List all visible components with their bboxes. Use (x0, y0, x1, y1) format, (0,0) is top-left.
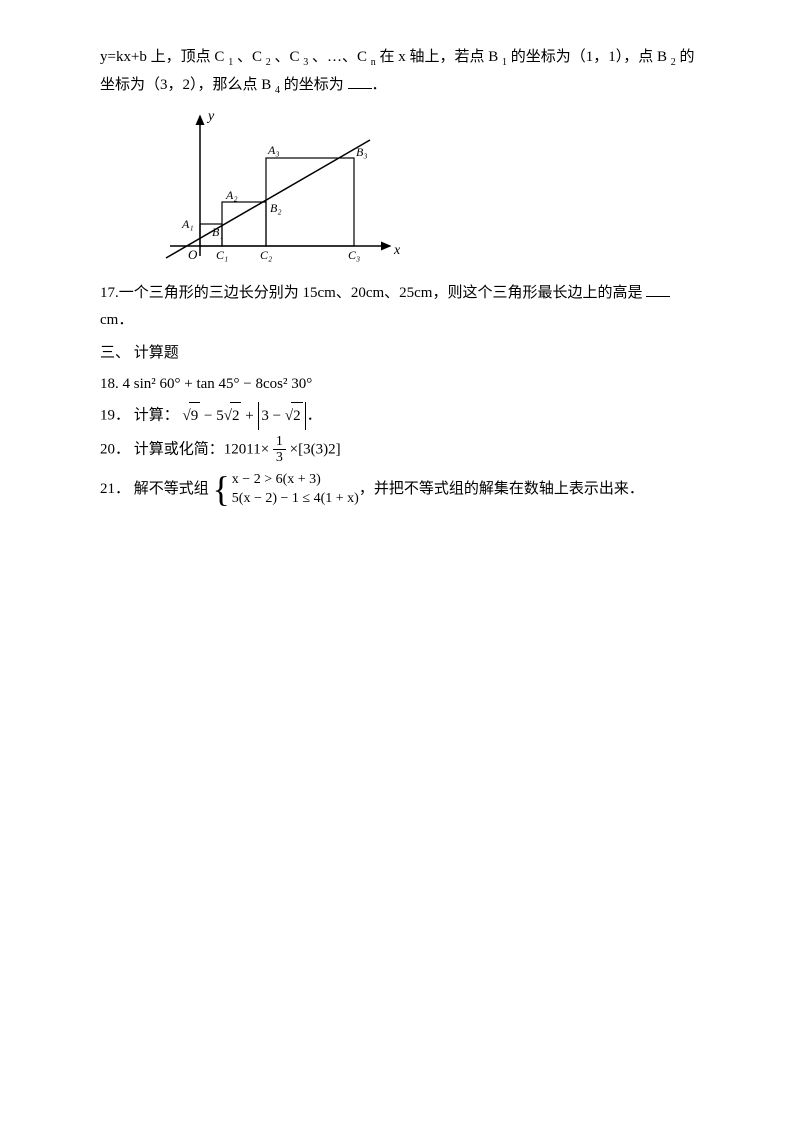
q19-num: 19． 计算： (100, 407, 183, 423)
q21-a: 21． 解不等式组 (100, 481, 213, 497)
q21-b: ，并把不等式组的解集在数轴上表示出来． (359, 481, 644, 497)
square-2 (222, 202, 266, 246)
a2-label: A₂ (225, 188, 238, 202)
blank-2 (646, 281, 670, 297)
problem-intro: y=kx+b 上，顶点 C 1 、C 2 、C 3 、…、C n 在 x 轴上，… (100, 44, 700, 100)
b3-label: B₃ (356, 145, 368, 159)
q19-mid: − 5 (200, 408, 223, 424)
sqrt-9: 9 (189, 402, 201, 430)
q18: 18. 4 sin² 60° + tan 45° − 8cos² 30° (100, 371, 700, 398)
b1-label: B₁ (212, 225, 224, 239)
q20-b: ×[3(3)2] (290, 441, 341, 457)
blank-1 (348, 73, 372, 89)
frac-den: 3 (273, 450, 286, 465)
a1-label: A₁ (181, 217, 194, 231)
q20-frac: 1 3 (273, 434, 286, 466)
intro-t3: 、C (271, 49, 304, 65)
q19-plus: + (241, 408, 257, 424)
frac-num: 1 (273, 434, 286, 450)
q19: 19． 计算： √9 − 5√2 + 3 − √2 ． (100, 402, 700, 430)
q21: 21． 解不等式组 { x − 2 > 6(x + 3) 5(x − 2) − … (100, 470, 700, 509)
q17-b: cm． (100, 312, 133, 328)
c2-label: C₂ (260, 248, 272, 262)
q19-expr: √9 − 5√2 + 3 − √2 (183, 402, 307, 430)
intro-t5: 在 x 轴上，若点 B (376, 49, 502, 65)
q20: 20． 计算或化简：12011× 1 3 ×[3(3)2] (100, 434, 700, 466)
left-brace: { (213, 473, 230, 505)
q18-num: 18. (100, 376, 123, 392)
q18-expr: 4 sin² 60° + tan 45° − 8cos² 30° (123, 376, 313, 392)
q17: 17.一个三角形的三边长分别为 15cm、20cm、25cm，则这个三角形最长边… (100, 280, 700, 334)
intro-t1: y=kx+b 上，顶点 C (100, 49, 228, 65)
abs-l: 3 − (261, 408, 284, 424)
sqrt-2b: 2 (291, 402, 303, 430)
intro-t8: 的坐标为 (280, 77, 348, 93)
sys-line-1: x − 2 > 6(x + 3) (232, 472, 321, 487)
system-lines: x − 2 > 6(x + 3) 5(x − 2) − 1 ≤ 4(1 + x) (232, 470, 359, 509)
y-label: y (206, 109, 215, 124)
c3-label: C₃ (348, 248, 360, 262)
intro-t4: 、…、C (308, 49, 371, 65)
intro-t6: 的坐标为（1，1），点 B (507, 49, 671, 65)
q17-a: 17.一个三角形的三边长分别为 15cm、20cm、25cm，则这个三角形最长边… (100, 285, 646, 301)
sys-line-2: 5(x − 2) − 1 ≤ 4(1 + x) (232, 491, 359, 506)
abs-group: 3 − √2 (258, 402, 305, 430)
intro-t2: 、C (233, 49, 266, 65)
b2-label: B₂ (270, 201, 282, 215)
squares-diagram: y x O A₁ A₂ A₃ B₁ B₂ B₃ C₁ C₂ C₃ (160, 106, 700, 276)
section-3-title: 三、 计算题 (100, 340, 700, 367)
inequality-system: { x − 2 > 6(x + 3) 5(x − 2) − 1 ≤ 4(1 + … (213, 470, 359, 509)
q19-end: ． (307, 407, 322, 423)
sqrt-2a: 2 (230, 402, 242, 430)
origin-label: O (188, 247, 198, 262)
diagram-svg: y x O A₁ A₂ A₃ B₁ B₂ B₃ C₁ C₂ C₃ (160, 106, 410, 266)
q20-a: 20． 计算或化简：12011× (100, 441, 273, 457)
a3-label: A₃ (267, 143, 280, 157)
intro-t9: ． (372, 77, 387, 93)
x-label: x (393, 243, 401, 258)
c1-label: C₁ (216, 248, 228, 262)
